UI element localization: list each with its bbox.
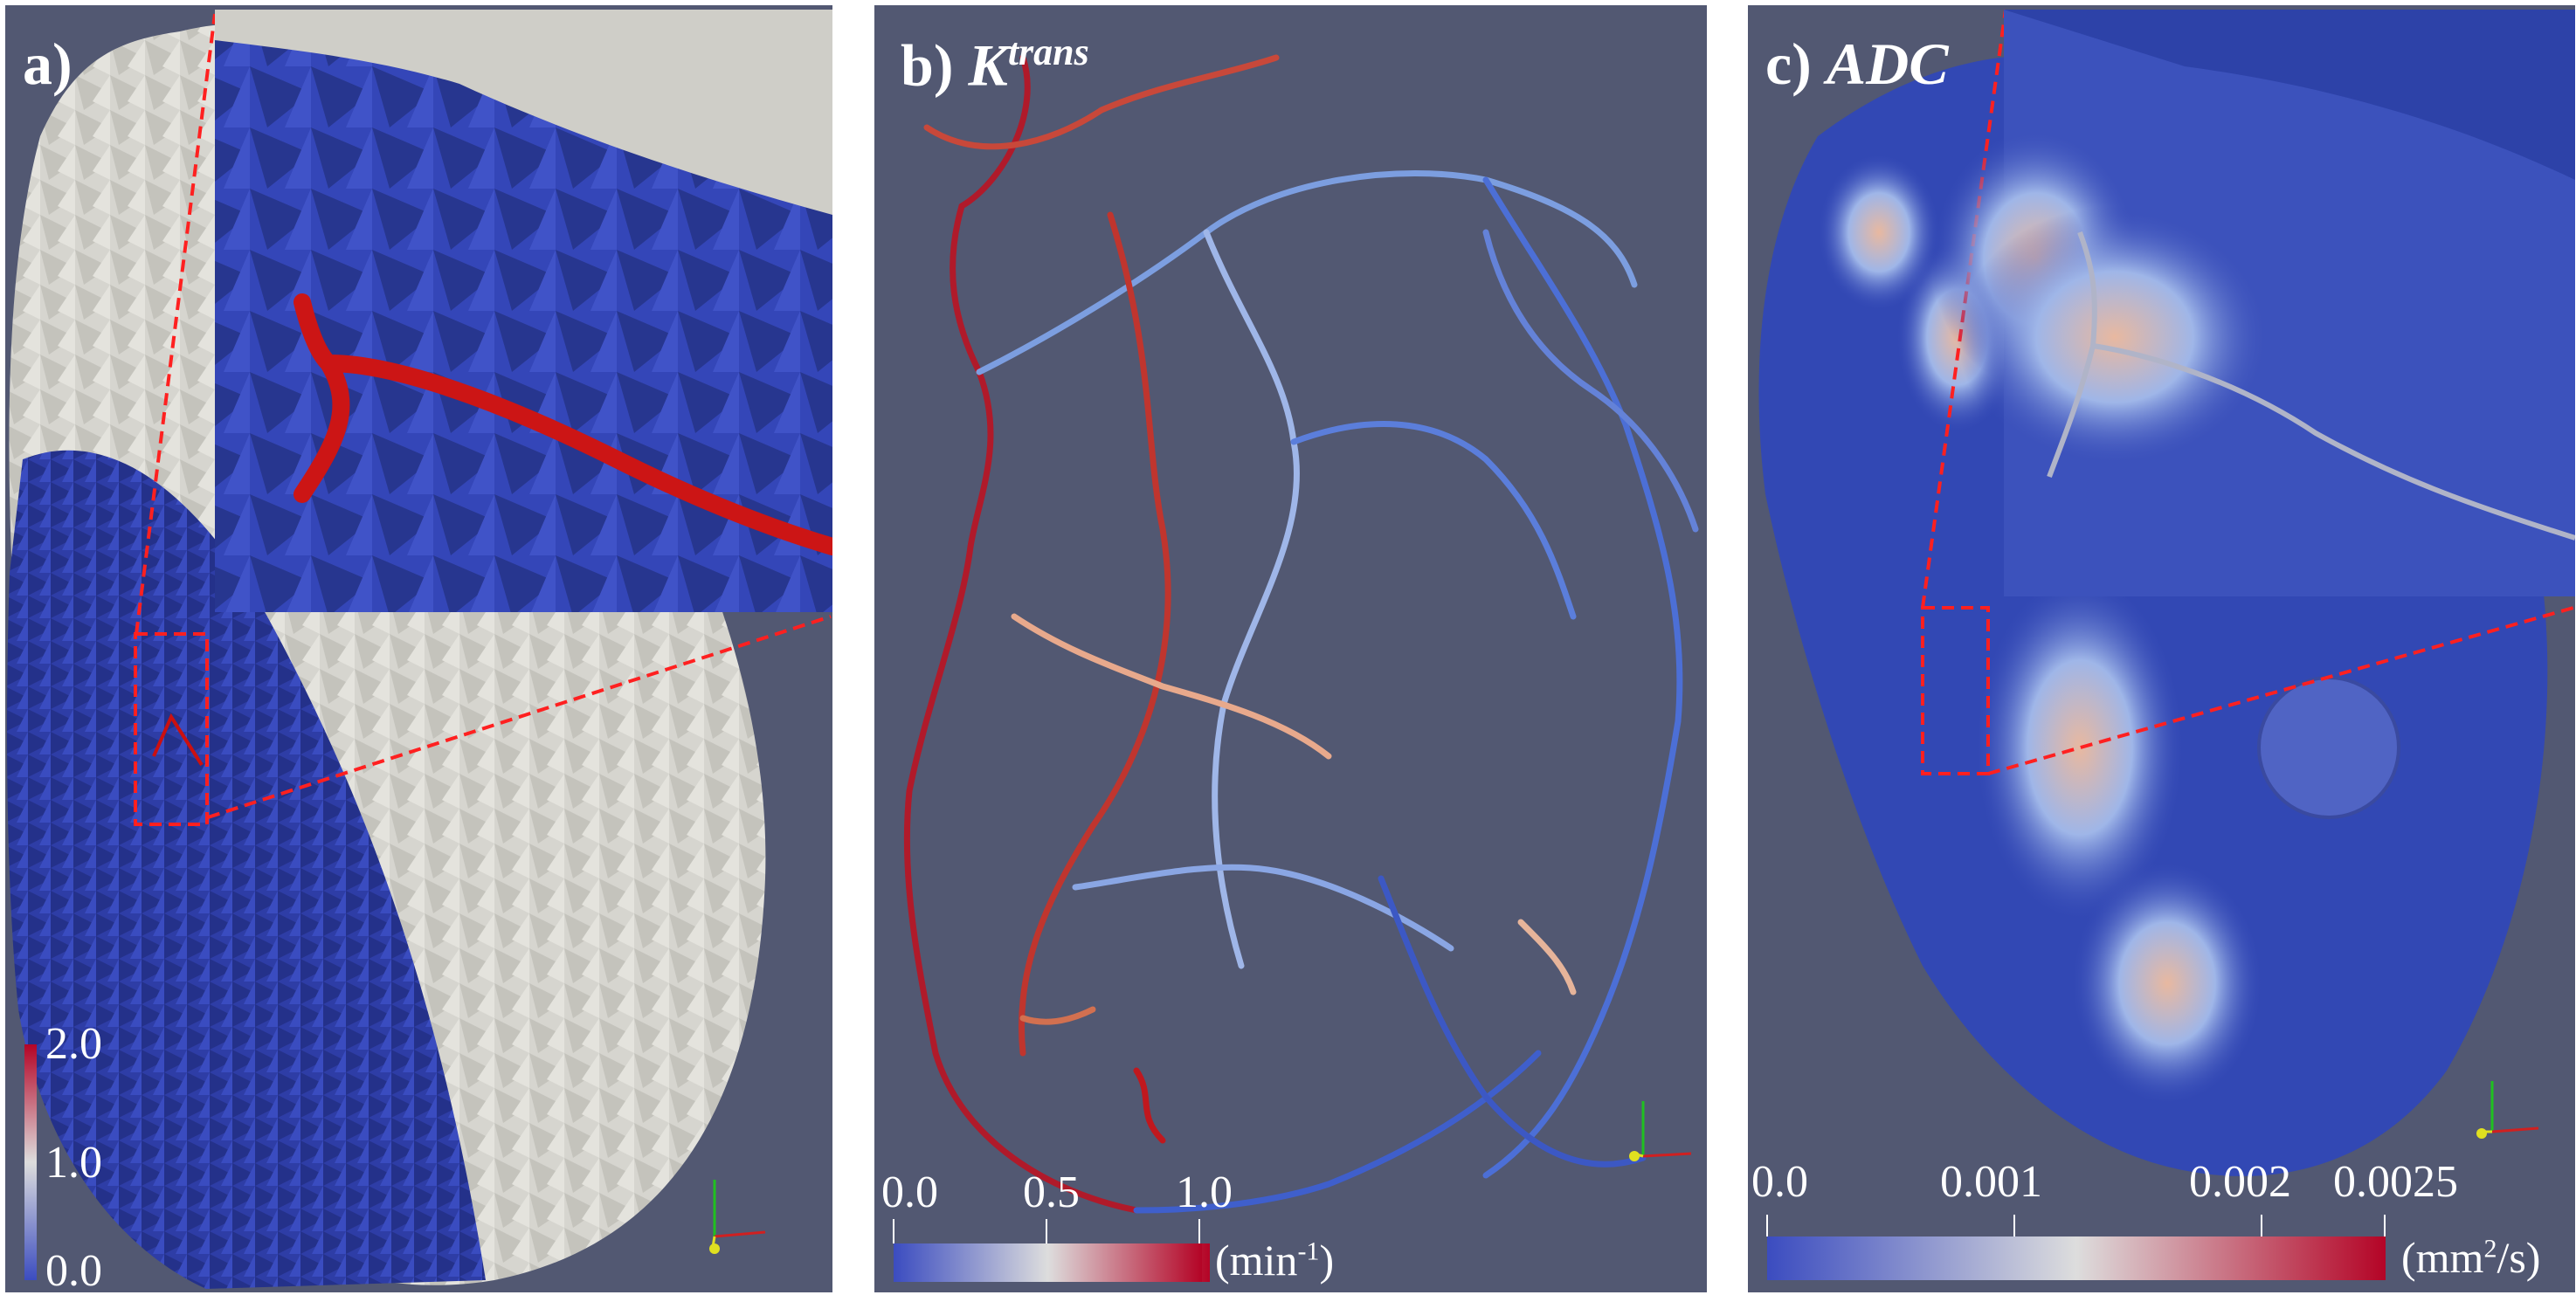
colorbar-a-tick-max: 2.0 (45, 1019, 102, 1069)
panel-b-letter: b) (901, 31, 954, 99)
colorbar-a-tick-mid: 1.0 (45, 1138, 102, 1188)
panel-b-label: b) Ktrans (901, 30, 1089, 100)
colorbar-b-unit: (min-1) (1215, 1235, 1334, 1285)
vessel-network (903, 54, 1699, 1214)
panel-c: c) ADC 0.0 0.001 0.002 0.0025 (mm2/s) (1748, 5, 2575, 1292)
colorbar-a-tick-min: 0.0 (45, 1246, 102, 1292)
colorbar-b-tick-2: 1.0 (1176, 1168, 1233, 1217)
panel-a-render (7, 10, 832, 1289)
panel-a: a) 2.0 1.0 0.0 (5, 5, 832, 1292)
panel-c-symbol: ADC (1826, 31, 1949, 97)
colorbar-c-tick-3: 0.0025 (2333, 1157, 2458, 1207)
panel-a-label: a) (23, 31, 73, 97)
zoom-inset (1931, 10, 2575, 596)
colorbar-c-unit-text: (mm (2401, 1233, 2484, 1282)
colorbar-c (1767, 1236, 2386, 1280)
panel-b-symbol: K (968, 31, 1008, 99)
colorbar-b-unit-text: (min (1215, 1236, 1298, 1285)
colorbar-b-tick-0: 0.0 (881, 1168, 938, 1217)
zoom-inset (215, 10, 832, 612)
panel-c-render (1758, 9, 2575, 1280)
panel-b-render (893, 54, 1699, 1282)
colorbar-b-tick-1: 0.5 (1023, 1168, 1080, 1217)
panel-b-symbol-sup: trans (1007, 31, 1089, 73)
colorbar-c-unit-sup: 2 (2483, 1234, 2497, 1264)
colorbar-c-unit: (mm2/s) (2401, 1232, 2540, 1283)
vessel (152, 713, 204, 767)
colorbar-b-unit-sup: -1 (1297, 1236, 1320, 1266)
colorbar-c-tick-2: 0.002 (2189, 1157, 2291, 1207)
colorbar-c-tick-1: 0.001 (1940, 1157, 2042, 1207)
colorbar-c-unit-end: /s) (2497, 1233, 2541, 1282)
panel-c-letter: c) (1765, 31, 1812, 97)
colorbar-c-tick-0: 0.0 (1751, 1157, 1808, 1207)
panel-c-label: c) ADC (1765, 30, 1949, 99)
roi-box (134, 632, 209, 826)
colorbar-b-unit-end: ) (1319, 1236, 1335, 1285)
panel-b: b) Ktrans 0.0 0.5 1.0 (min-1) (874, 5, 1707, 1292)
mesh-cut-face (7, 450, 486, 1289)
colorbar-a (24, 1044, 37, 1280)
